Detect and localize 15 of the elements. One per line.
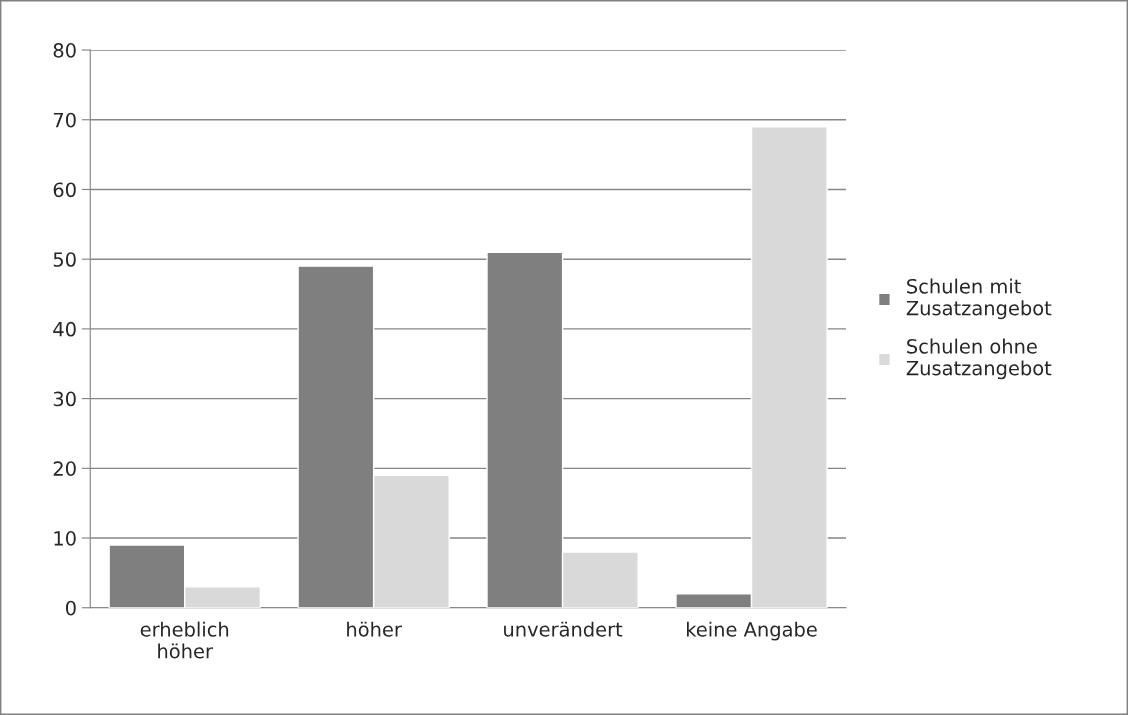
y-tick-label: 0 — [65, 600, 76, 616]
y-tick-label: 20 — [53, 461, 76, 476]
legend-label: Schulen mit Zusatzangebot — [906, 278, 1052, 320]
y-tick-label: 10 — [54, 530, 76, 546]
y-tick-label: 40 — [53, 321, 76, 337]
y-tick-label: 80 — [53, 43, 76, 58]
y-tick-label: 70 — [53, 112, 76, 128]
x-tick-label: höher — [347, 621, 402, 637]
y-tick-label: 60 — [53, 182, 76, 198]
y-tick-label: 30 — [53, 391, 76, 407]
y-tick-label: 50 — [53, 252, 76, 267]
x-tick-label: keine Angabe — [687, 621, 817, 641]
x-tick-label: erheblich höher — [140, 621, 229, 659]
x-tick-label: unverändert — [504, 621, 623, 637]
legend-label: Schulen ohne Zusatzangebot — [906, 338, 1052, 380]
